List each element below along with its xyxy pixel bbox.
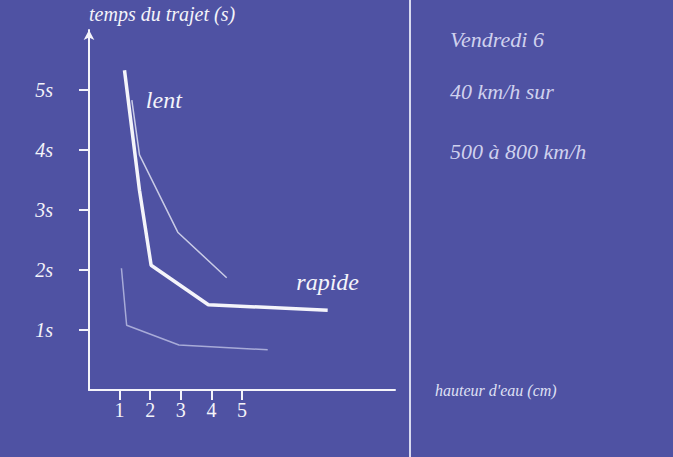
svg-text:1s: 1s <box>35 319 53 341</box>
svg-text:lent: lent <box>146 87 183 113</box>
svg-text:Vendredi 6: Vendredi 6 <box>450 27 544 52</box>
svg-text:4: 4 <box>206 399 216 421</box>
svg-text:temps du trajet (s): temps du trajet (s) <box>89 3 235 26</box>
svg-text:5: 5 <box>237 399 247 421</box>
svg-text:hauteur d'eau (cm): hauteur d'eau (cm) <box>435 382 557 400</box>
svg-text:1: 1 <box>115 399 125 421</box>
svg-text:5s: 5s <box>35 79 53 101</box>
svg-text:2: 2 <box>145 399 155 421</box>
svg-text:4s: 4s <box>35 139 53 161</box>
svg-text:3: 3 <box>176 399 186 421</box>
svg-text:3s: 3s <box>34 199 53 221</box>
svg-text:40 km/h sur: 40 km/h sur <box>450 79 554 104</box>
svg-text:rapide: rapide <box>296 269 359 295</box>
svg-text:2s: 2s <box>35 259 53 281</box>
svg-text:500 à 800 km/h: 500 à 800 km/h <box>450 139 586 164</box>
